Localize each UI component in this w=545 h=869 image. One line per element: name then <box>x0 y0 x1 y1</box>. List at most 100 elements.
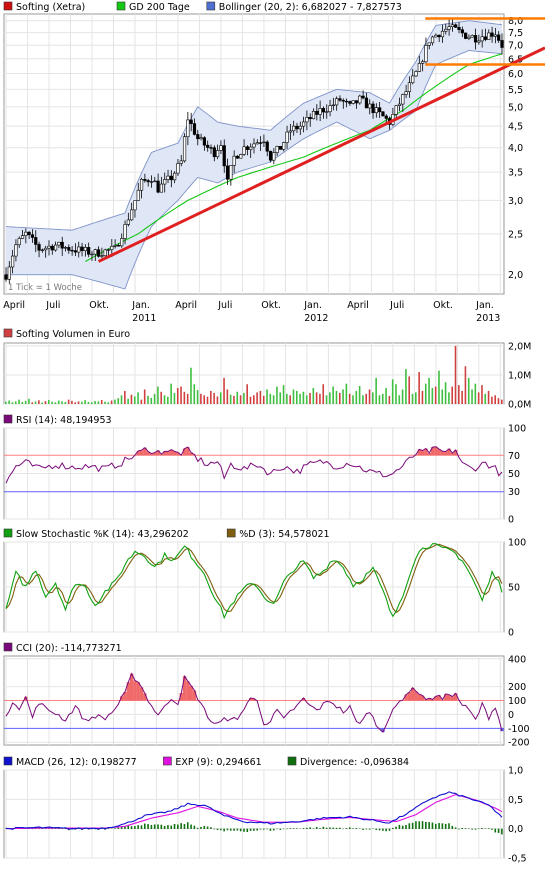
volume-bar <box>186 393 189 404</box>
macd-divergence-bar <box>345 828 348 829</box>
volume-bar <box>114 399 116 404</box>
candle-body <box>338 98 342 101</box>
rsi-ytick-label: 0 <box>508 515 514 526</box>
macd-divergence-bar <box>64 828 67 829</box>
cci-ytick-label: 200 <box>508 682 526 693</box>
volume-bar <box>259 390 262 404</box>
stoch-ytick-label: 0 <box>508 628 514 639</box>
macd-divergence-bar <box>306 827 308 829</box>
macd-divergence-bar <box>448 823 450 829</box>
price-ytick-label: 3,5 <box>508 168 523 179</box>
macd-divergence-bar <box>398 824 401 829</box>
volume-bar <box>44 401 47 404</box>
volume-bar <box>368 389 371 404</box>
macd-divergence-bar <box>322 826 325 829</box>
price-ytick-label: 6,0 <box>508 69 523 80</box>
volume-bar <box>289 395 291 404</box>
volume-bar <box>454 345 457 404</box>
candle-body <box>40 249 44 251</box>
macd-divergence-bar <box>177 824 179 829</box>
macd-divergence-bar <box>501 828 503 835</box>
macd-divergence-bar <box>259 828 262 830</box>
macd-divergence-bar <box>458 828 460 830</box>
macd-divergence-bar <box>266 828 268 830</box>
candle-body <box>295 125 299 130</box>
macd-divergence-bar <box>292 828 295 829</box>
macd-divergence-bar <box>375 828 378 831</box>
candle-body <box>331 104 335 107</box>
candle-body <box>143 179 147 181</box>
macd-divergence-bar <box>124 825 126 829</box>
macd-divergence-bar <box>444 823 447 829</box>
macd-divergence-bar <box>213 828 216 830</box>
stoch-k-line <box>5 543 503 620</box>
macd-divergence-bar <box>239 828 242 832</box>
volume-bar <box>167 396 169 404</box>
macd-ytick-label: 0,5 <box>508 795 523 806</box>
macd-divergence-bar <box>494 828 497 833</box>
macd-divergence-bar <box>200 826 202 829</box>
candle-body <box>4 274 8 280</box>
candle-body <box>384 115 388 119</box>
macd-divergence-bar <box>454 827 457 829</box>
bollinger-band-fill <box>6 20 502 289</box>
candle-body <box>242 146 246 155</box>
volume-ytick-label: 0,0M <box>508 400 531 411</box>
candle-body <box>169 175 173 181</box>
candle-body <box>186 119 190 138</box>
candle-body <box>454 24 458 28</box>
candle-body <box>199 137 203 140</box>
macd-divergence-bar <box>150 825 153 829</box>
macd-divergence-bar <box>163 825 166 829</box>
volume-bar <box>196 390 199 404</box>
macd-divergence-bar <box>236 828 239 831</box>
macd-divergence-bar <box>269 828 272 831</box>
macd-divergence-bar <box>362 828 364 830</box>
macd-divergence-bar <box>296 828 298 829</box>
candle-body <box>63 247 68 249</box>
candle-body <box>450 24 455 28</box>
macd-divergence-bar <box>335 827 338 829</box>
candle-body <box>341 99 345 102</box>
candle-body <box>67 247 71 251</box>
candle-body <box>397 103 402 106</box>
volume-bar <box>71 400 73 404</box>
volume-legend-label: Softing Volumen in Euro <box>16 329 130 340</box>
volume-bar <box>501 399 503 404</box>
candle-body <box>268 150 273 161</box>
candle-body <box>80 246 84 251</box>
macd-ytick-label: -0,5 <box>508 854 527 865</box>
candle-body <box>103 249 107 256</box>
volume-bar <box>120 395 123 404</box>
candle-body <box>318 108 322 115</box>
macd-divergence-bar <box>487 828 490 829</box>
volume-bar <box>64 401 67 404</box>
macd-divergence-bar <box>391 827 394 829</box>
macd-divergence-bar <box>309 827 311 829</box>
macd-divergence-bar <box>180 823 182 829</box>
volume-bar <box>441 389 444 404</box>
volume-bar <box>190 367 192 404</box>
candle-body <box>328 105 332 113</box>
macd-divergence-bar <box>411 822 414 829</box>
volume-bar <box>180 386 182 404</box>
candle-body <box>288 130 292 133</box>
price-ytick-label: 4,0 <box>508 143 523 154</box>
cci-ytick-label: -200 <box>508 738 530 749</box>
macd-divergence-bar <box>395 826 397 829</box>
candle-body <box>301 121 306 127</box>
macd-divergence-bar <box>325 827 328 829</box>
volume-bar <box>183 391 186 404</box>
rsi-ytick-label: 50 <box>508 469 520 480</box>
macd-line <box>5 791 503 830</box>
volume-bar <box>97 401 100 404</box>
candle-body <box>7 266 11 280</box>
macd-divergence-bar <box>428 822 430 829</box>
macd-divergence-bar <box>220 828 222 831</box>
macd-divergence-bar <box>471 828 473 830</box>
volume-bar <box>193 384 196 404</box>
candle-body <box>113 245 117 247</box>
volume-bar <box>236 391 239 404</box>
volume-bar <box>81 401 83 404</box>
candle-body <box>176 163 180 174</box>
